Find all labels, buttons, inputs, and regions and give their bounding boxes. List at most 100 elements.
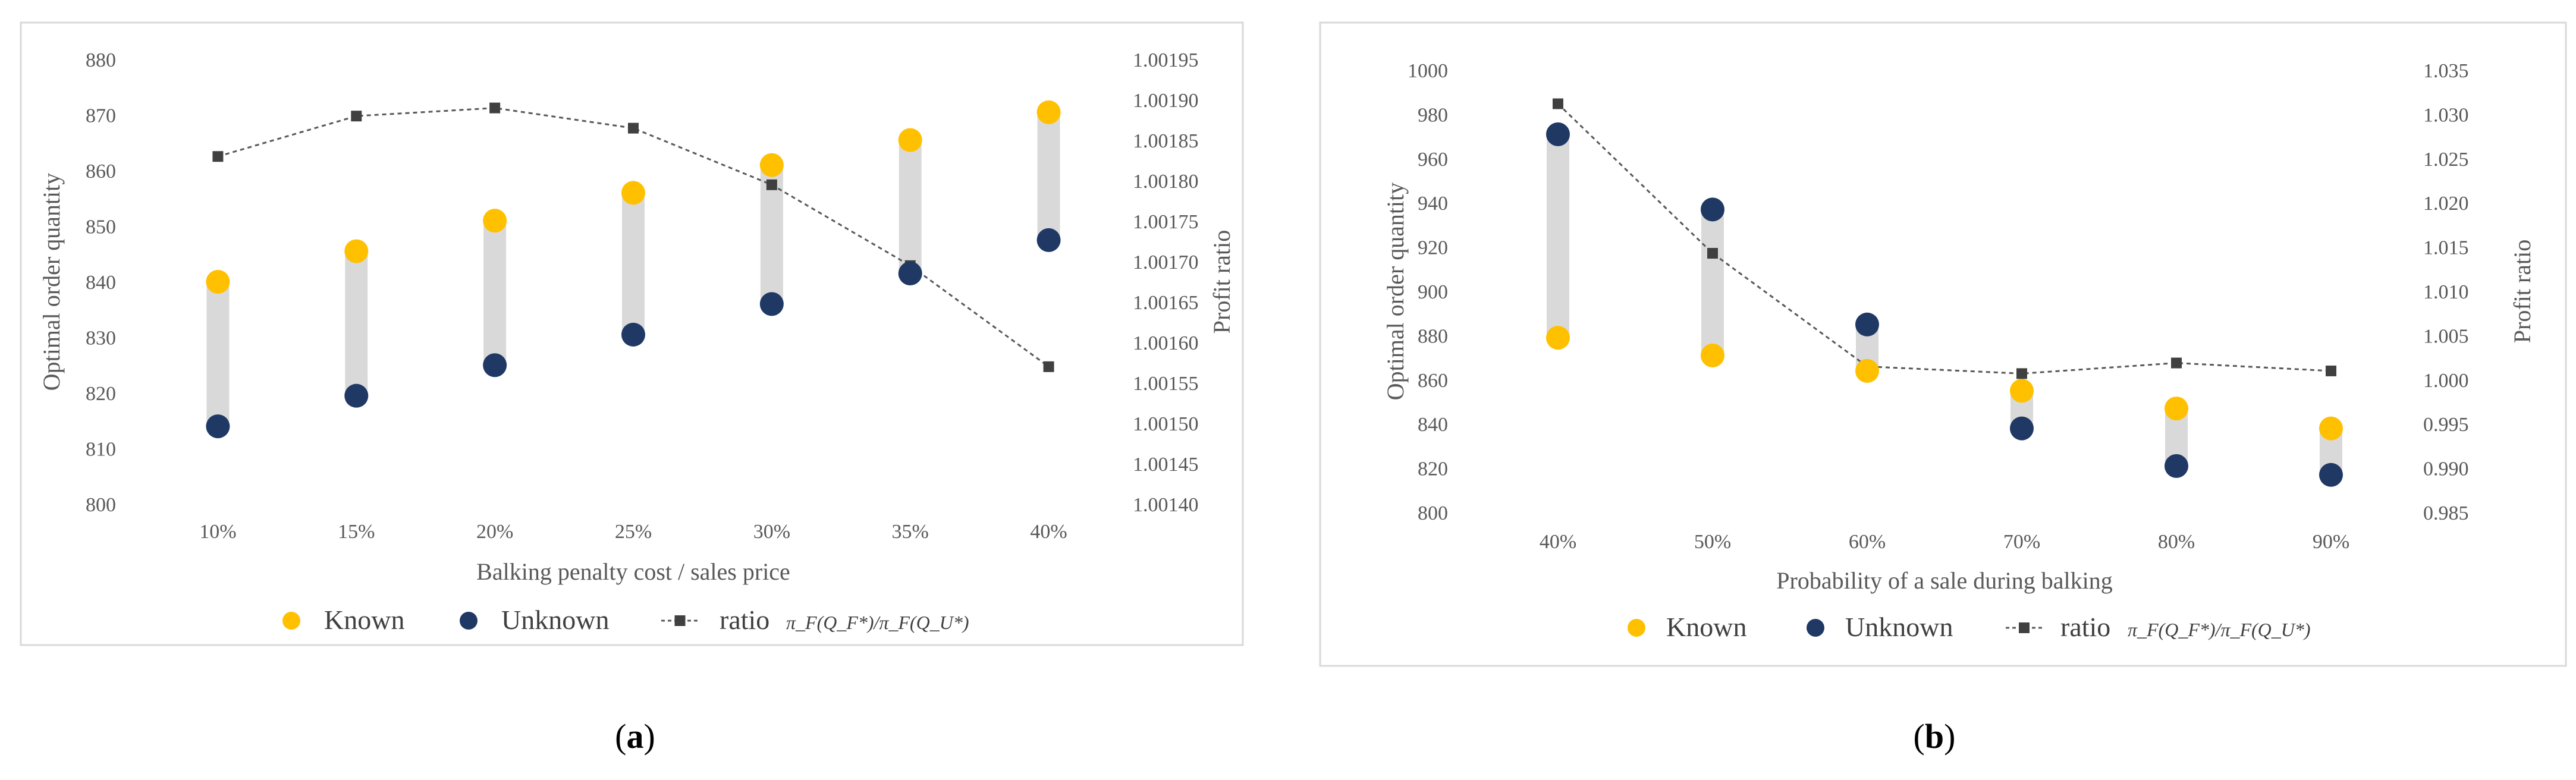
unknown-point bbox=[759, 292, 784, 316]
unknown-point bbox=[1546, 122, 1570, 146]
y-tick-label: 860 bbox=[1418, 370, 1448, 392]
range-bar bbox=[1701, 209, 1724, 356]
y-tick-label: 920 bbox=[1418, 237, 1448, 259]
y2-tick-label: 1.00150 bbox=[1133, 413, 1199, 435]
known-point bbox=[206, 270, 230, 294]
panel-label-open: ( bbox=[615, 717, 626, 756]
x-tick-label: 60% bbox=[1849, 531, 1886, 553]
ratio-marker bbox=[489, 102, 501, 114]
legend-ratio-formula: π_F(Q_F*)/π_F(Q_U*) bbox=[2128, 619, 2311, 640]
x-tick-label: 20% bbox=[476, 521, 513, 543]
x-axis-title: Probability of a sale during balking bbox=[1776, 567, 2112, 594]
known-point bbox=[1546, 326, 1570, 350]
panel-label-letter: a bbox=[627, 717, 644, 756]
range-bar bbox=[206, 282, 230, 427]
range-bar bbox=[483, 221, 507, 366]
ratio-line bbox=[1557, 103, 2332, 375]
range-bar bbox=[899, 140, 922, 273]
legend-known-label: Known bbox=[324, 605, 404, 635]
unknown-point bbox=[1701, 197, 1724, 222]
ratio-marker bbox=[2016, 368, 2027, 379]
unknown-point bbox=[2165, 454, 2188, 478]
unknown-point bbox=[898, 261, 922, 285]
y2-axis-title: Profit ratio bbox=[2509, 240, 2536, 343]
y-tick-label: 830 bbox=[86, 328, 116, 350]
y-tick-label: 820 bbox=[86, 383, 116, 405]
panel-label-open: ( bbox=[1914, 717, 1925, 756]
x-tick-label: 40% bbox=[1540, 531, 1576, 553]
known-point bbox=[1036, 100, 1061, 124]
panel-label: (b) bbox=[1914, 717, 1956, 756]
unknown-point bbox=[2010, 416, 2034, 441]
y2-tick-label: 1.00140 bbox=[1133, 494, 1199, 516]
known-point bbox=[621, 181, 645, 205]
y2-tick-label: 1.00175 bbox=[1133, 211, 1199, 233]
x-axis-title: Balking penalty cost / sales price bbox=[476, 558, 790, 585]
y-axis-title: Optimal order quantity bbox=[38, 173, 65, 391]
legend-unknown-label: Unknown bbox=[501, 605, 609, 635]
legend-ratio-marker bbox=[674, 615, 686, 626]
y2-tick-label: 1.00160 bbox=[1133, 332, 1199, 354]
y2-tick-label: 0.990 bbox=[2423, 458, 2469, 480]
y2-tick-label: 0.985 bbox=[2423, 502, 2469, 524]
y-tick-label: 880 bbox=[86, 49, 116, 71]
range-bar bbox=[1037, 112, 1060, 240]
range-bar bbox=[345, 251, 368, 396]
y-tick-label: 800 bbox=[86, 494, 116, 516]
y-tick-label: 800 bbox=[1418, 502, 1448, 524]
x-tick-label: 90% bbox=[2313, 531, 2349, 553]
ratio-marker bbox=[1553, 98, 1563, 109]
y-axis-title: Optimal order quantity bbox=[1382, 183, 1409, 401]
known-point bbox=[2010, 379, 2034, 403]
y-tick-label: 870 bbox=[86, 105, 116, 127]
known-point bbox=[344, 239, 369, 263]
y-tick-label: 960 bbox=[1418, 149, 1448, 171]
unknown-point bbox=[206, 414, 230, 439]
legend-unknown-swatch bbox=[1807, 619, 1824, 637]
y-tick-label: 860 bbox=[86, 161, 116, 183]
chart-frame bbox=[1319, 21, 2567, 667]
x-tick-label: 35% bbox=[892, 521, 929, 543]
known-point bbox=[483, 209, 507, 233]
known-point bbox=[2319, 416, 2343, 441]
range-bar bbox=[1547, 134, 1569, 338]
legend-ratio-formula: π_F(Q_F*)/π_F(Q_U*) bbox=[786, 612, 969, 633]
unknown-point bbox=[1036, 228, 1061, 252]
y2-tick-label: 1.020 bbox=[2423, 193, 2469, 215]
panel-label-close: ) bbox=[644, 717, 655, 756]
legend-ratio-label: ratio bbox=[720, 605, 769, 635]
known-point bbox=[759, 153, 784, 177]
y-tick-label: 840 bbox=[86, 272, 116, 294]
known-point bbox=[898, 128, 922, 152]
x-tick-label: 50% bbox=[1694, 531, 1731, 553]
panel-label: (a) bbox=[615, 717, 655, 756]
ratio-marker bbox=[2326, 365, 2336, 376]
ratio-marker bbox=[1043, 361, 1054, 372]
unknown-point bbox=[621, 322, 645, 347]
x-tick-label: 10% bbox=[199, 521, 236, 543]
y-tick-label: 850 bbox=[86, 216, 116, 238]
known-point bbox=[1855, 358, 1879, 383]
chart-panel-b: 800 820 840 860 880 900 920 940 960 980 1000 0.985 0… bbox=[1319, 21, 2567, 667]
legend-ratio-marker bbox=[2019, 622, 2030, 633]
y2-tick-label: 1.005 bbox=[2423, 325, 2469, 347]
y2-tick-label: 0.995 bbox=[2423, 414, 2469, 436]
ratio-marker bbox=[766, 179, 777, 190]
panel-label-letter: b bbox=[1925, 717, 1944, 756]
y-tick-label: 980 bbox=[1418, 104, 1448, 126]
chart-panel-a: 800 810 820 830 840 850 860 870 880 1.00140 1.0014… bbox=[20, 21, 1244, 646]
y2-tick-label: 1.00180 bbox=[1133, 171, 1199, 193]
y2-tick-label: 1.00170 bbox=[1133, 251, 1199, 273]
known-point bbox=[2165, 397, 2188, 421]
panel-label-close: ) bbox=[1944, 717, 1955, 756]
known-point bbox=[1701, 343, 1724, 367]
legend-unknown-label: Unknown bbox=[1845, 612, 1953, 642]
y-tick-label: 900 bbox=[1418, 281, 1448, 303]
x-tick-label: 25% bbox=[615, 521, 652, 543]
y2-tick-label: 1.00185 bbox=[1133, 130, 1199, 152]
y2-tick-label: 1.00165 bbox=[1133, 292, 1199, 314]
legend-known-label: Known bbox=[1666, 612, 1746, 642]
legend-known-swatch bbox=[282, 612, 300, 630]
range-bar bbox=[622, 193, 645, 335]
